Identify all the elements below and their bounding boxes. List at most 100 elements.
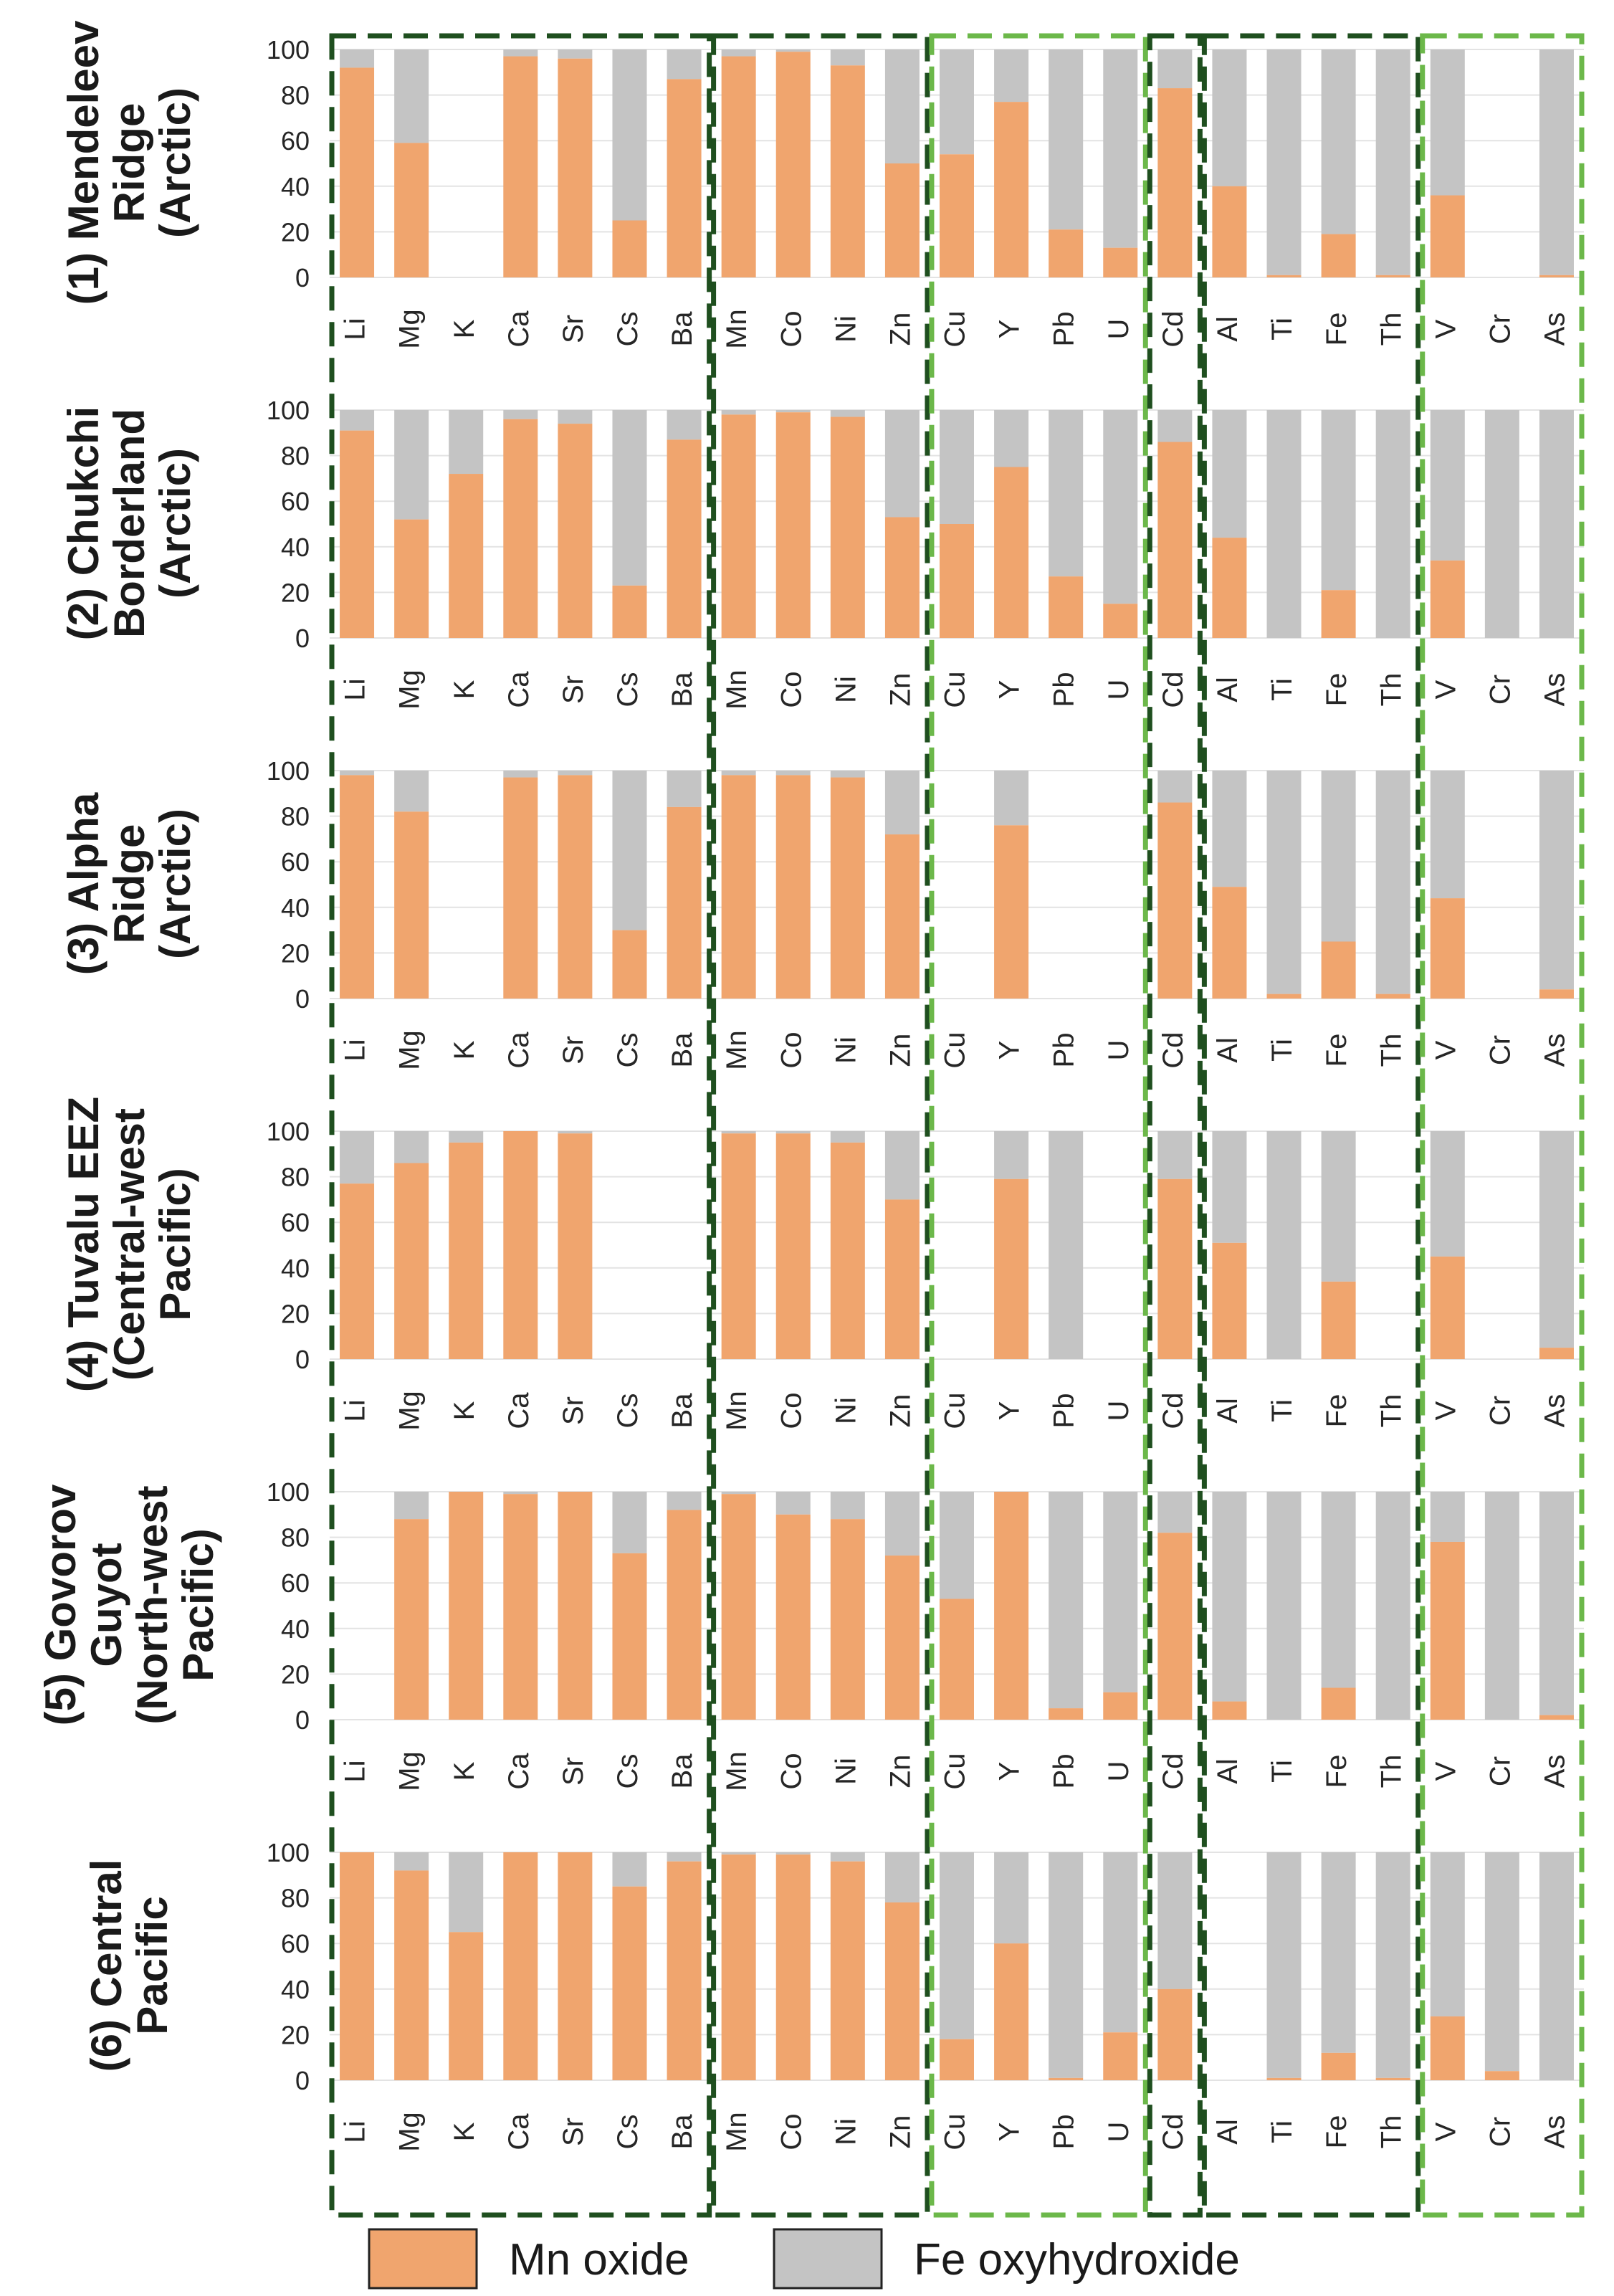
bar-fe-oxyhydroxide-cs (612, 771, 647, 930)
bar-mn-oxide-as (1539, 275, 1574, 277)
panel-label-line: Borderland (105, 409, 153, 638)
category-label-fe: Fe (1321, 1755, 1352, 1788)
category-label-ti: Ti (1266, 1039, 1298, 1062)
bar-fe-oxyhydroxide-co (775, 1492, 811, 1515)
category-label-mn: Mn (721, 1391, 753, 1431)
bar-mn-oxide-v (1430, 1541, 1465, 1720)
category-label-as: As (1539, 313, 1571, 346)
category-label-cr: Cr (1484, 1035, 1516, 1065)
bar-mn-oxide-u (1103, 604, 1138, 638)
bar-mn-oxide-y (994, 1492, 1029, 1720)
category-label-cr: Cr (1484, 2117, 1516, 2147)
bar-fe-oxyhydroxide-mg (394, 1492, 429, 1520)
bar-mn-oxide-pb (1049, 1708, 1084, 1720)
bar-mn-oxide-k (449, 474, 484, 638)
y-tick-label: 20 (281, 938, 310, 968)
category-label-ti: Ti (1266, 1399, 1298, 1422)
bar-fe-oxyhydroxide-pb (1049, 1492, 1084, 1709)
bar-mn-oxide-al (1212, 1701, 1247, 1720)
category-label-zn: Zn (884, 2115, 916, 2149)
category-label-u: U (1103, 680, 1135, 700)
bar-fe-oxyhydroxide-cr (1484, 1492, 1519, 1720)
category-label-y: Y (994, 680, 1026, 700)
category-label-pb: Pb (1049, 672, 1080, 708)
y-tick-label: 20 (281, 578, 310, 607)
bar-mn-oxide-cd (1157, 802, 1193, 999)
bars-layer (340, 49, 1574, 2080)
bar-mn-oxide-cd (1157, 1178, 1193, 1359)
bar-mn-oxide-mn (721, 1133, 756, 1359)
ticks-layer: 0 20 40 60 80 100 0 20 40 60 80 100 0 20 40 60 80 100 0 20 4… (267, 35, 310, 2095)
bar-mn-oxide-co (775, 1133, 811, 1359)
y-tick-label: 40 (281, 172, 310, 201)
category-label-mg: Mg (394, 670, 426, 710)
bar-fe-oxyhydroxide-al (1212, 1131, 1247, 1243)
category-label-as: As (1539, 1755, 1571, 1788)
bar-mn-oxide-cs (612, 1886, 647, 2080)
category-label-cd: Cd (1157, 2113, 1189, 2150)
panel-label-line: (Arctic) (151, 448, 199, 599)
category-label-ti: Ti (1266, 318, 1298, 340)
category-label-v: V (1430, 1040, 1461, 1059)
bar-fe-oxyhydroxide-zn (884, 49, 920, 163)
bar-fe-oxyhydroxide-k (449, 410, 484, 475)
bar-mn-oxide-ni (830, 416, 865, 638)
bar-fe-oxyhydroxide-fe (1321, 1492, 1356, 1688)
bar-fe-oxyhydroxide-v (1430, 1492, 1465, 1542)
bar-fe-oxyhydroxide-zn (884, 771, 920, 835)
bar-mn-oxide-y (994, 102, 1029, 277)
bar-fe-oxyhydroxide-cs (612, 49, 647, 221)
category-label-cs: Cs (612, 672, 644, 708)
bar-mn-oxide-fe (1321, 941, 1356, 999)
bar-fe-oxyhydroxide-li (340, 49, 375, 68)
category-label-mg: Mg (394, 2112, 426, 2152)
panel-label-line: (1) Mendeleev (59, 20, 108, 305)
bar-fe-oxyhydroxide-fe (1321, 49, 1356, 234)
y-tick-label: 100 (267, 396, 310, 425)
bar-mn-oxide-v (1430, 2016, 1465, 2080)
bar-fe-oxyhydroxide-sr (558, 771, 593, 776)
category-label-mn: Mn (721, 2112, 753, 2152)
bar-fe-oxyhydroxide-al (1212, 771, 1247, 887)
bar-fe-oxyhydroxide-th (1375, 1852, 1410, 2078)
y-tick-label: 100 (267, 35, 310, 65)
y-tick-label: 0 (295, 263, 310, 292)
y-tick-label: 20 (281, 217, 310, 247)
legend-label-fe-oxyhydroxide: Fe oxyhydroxide (914, 2235, 1240, 2285)
category-label-sr: Sr (558, 1036, 589, 1064)
y-tick-label: 80 (281, 1884, 310, 1913)
category-label-fe: Fe (1321, 1034, 1352, 1067)
bar-mn-oxide-cs (612, 220, 647, 277)
category-label-u: U (1103, 1040, 1135, 1061)
bar-fe-oxyhydroxide-cu (940, 410, 974, 524)
category-label-zn: Zn (884, 673, 916, 707)
bar-fe-oxyhydroxide-as (1539, 1852, 1574, 2080)
category-label-th: Th (1375, 1755, 1407, 1788)
bar-mn-oxide-fe (1321, 2052, 1356, 2080)
element-group-boxes (329, 33, 1585, 2218)
bar-fe-oxyhydroxide-cr (1484, 410, 1519, 638)
category-label-v: V (1430, 319, 1461, 338)
panel-label-line: Guyot (82, 1543, 130, 1667)
category-label-th: Th (1375, 673, 1407, 707)
bar-fe-oxyhydroxide-fe (1321, 410, 1356, 591)
bar-fe-oxyhydroxide-mg (394, 49, 429, 143)
category-label-cs: Cs (612, 1394, 644, 1429)
group-box-v-cr-as (1420, 33, 1585, 2218)
bar-mn-oxide-cs (612, 930, 647, 999)
category-label-zn: Zn (884, 1034, 916, 1067)
category-label-ca: Ca (503, 1032, 535, 1069)
bar-mn-oxide-pb (1049, 229, 1084, 277)
category-label-k: K (449, 1401, 480, 1420)
bar-fe-oxyhydroxide-co (775, 771, 811, 776)
bar-mn-oxide-pb (1049, 576, 1084, 638)
category-label-co: Co (775, 1032, 807, 1068)
category-label-ba: Ba (667, 1032, 698, 1068)
bar-mn-oxide-sr (558, 775, 593, 999)
bar-fe-oxyhydroxide-ni (830, 1852, 865, 1862)
category-label-ni: Ni (830, 1758, 861, 1785)
category-label-v: V (1430, 680, 1461, 699)
category-label-ba: Ba (667, 672, 698, 708)
category-label-ti: Ti (1266, 678, 1298, 701)
